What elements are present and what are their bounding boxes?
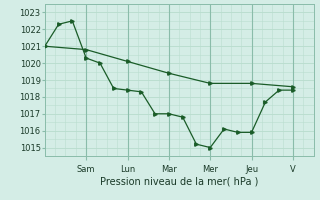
X-axis label: Pression niveau de la mer( hPa ): Pression niveau de la mer( hPa ) — [100, 177, 258, 187]
